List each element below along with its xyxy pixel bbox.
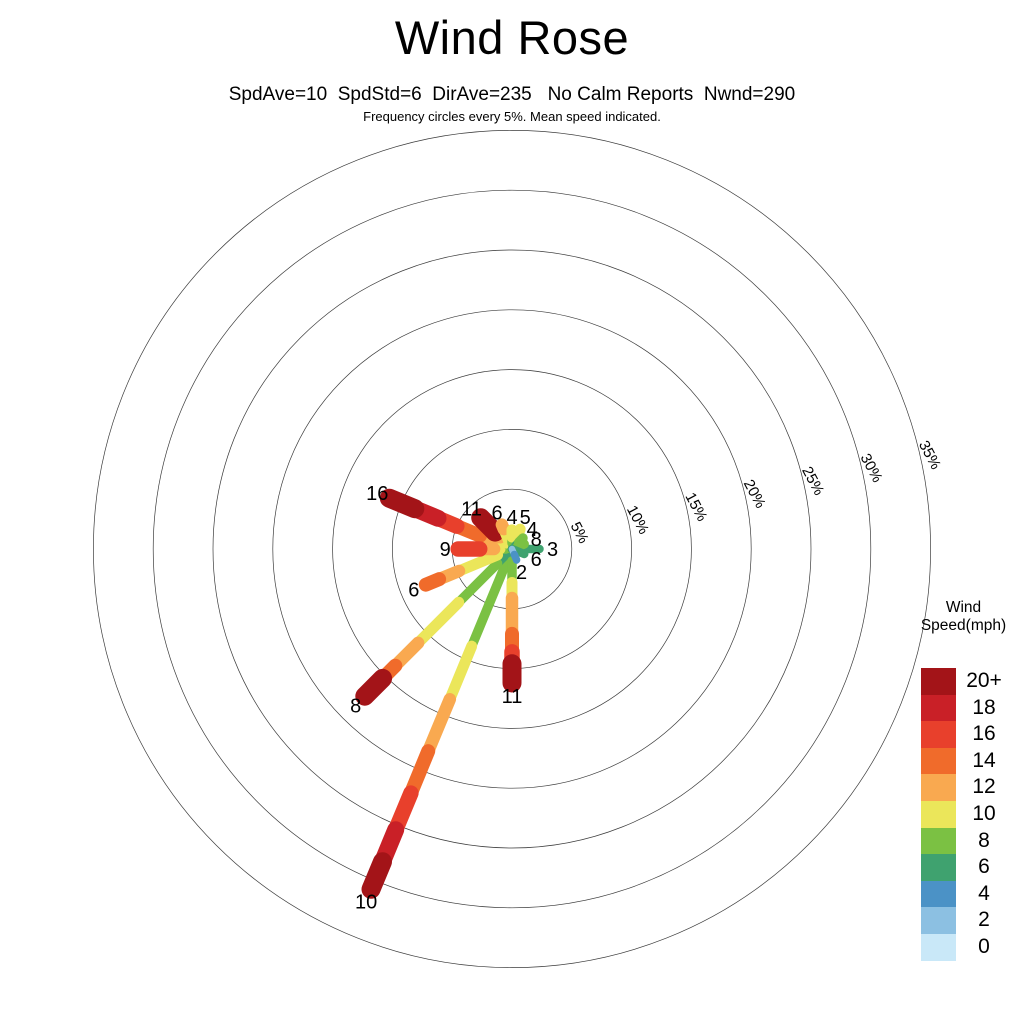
legend-entry: 18 bbox=[903, 694, 1024, 722]
frequency-ring bbox=[93, 130, 931, 968]
legend-speed-label: 2 bbox=[978, 908, 990, 932]
legend-speed-label: 6 bbox=[978, 855, 990, 879]
frequency-ring bbox=[272, 309, 752, 789]
petal-segment-4 bbox=[510, 550, 521, 564]
petal-segment-20+ bbox=[361, 852, 392, 899]
petal-segment-8 bbox=[512, 539, 529, 552]
chart-note: Frequency circles every 5%. Mean speed i… bbox=[363, 109, 661, 124]
legend-speed-label: 20+ bbox=[966, 669, 1002, 692]
petal-mean-speed-label: 16 bbox=[366, 483, 388, 505]
legend-swatch bbox=[921, 774, 956, 801]
petal-segment-20+ bbox=[379, 488, 425, 519]
legend-swatch bbox=[921, 668, 956, 695]
petal-segment-10 bbox=[453, 549, 504, 577]
petal-mean-speed-label: 8 bbox=[350, 695, 361, 717]
petal-segment-8 bbox=[466, 555, 513, 651]
ring-percentage-label: 20% bbox=[740, 477, 769, 511]
ring-percentage-label: 35% bbox=[915, 438, 944, 472]
legend-entry: 6 bbox=[903, 854, 1024, 881]
legend-entry: 20+ bbox=[903, 668, 1024, 695]
legend-entry: 2 bbox=[903, 907, 1024, 934]
legend-entry: 14 bbox=[903, 747, 1024, 775]
legend-title: Wind Speed(mph) bbox=[920, 599, 1007, 634]
legend-entry: 12 bbox=[903, 774, 1024, 801]
petal-segment-12 bbox=[421, 693, 457, 758]
legend-swatch bbox=[921, 827, 956, 855]
legend-speed-label: 18 bbox=[972, 695, 996, 719]
petal-mean-speed-label: 3 bbox=[547, 539, 558, 561]
ring-percentage-label: 5% bbox=[567, 519, 592, 546]
petal-mean-speed-label: 8 bbox=[531, 529, 542, 551]
legend-speed-label: 12 bbox=[972, 775, 996, 799]
petal-SW bbox=[355, 545, 516, 706]
petal-SSE bbox=[508, 545, 521, 564]
legend-speed-label: 10 bbox=[972, 801, 996, 825]
legend-speed-label: 4 bbox=[978, 881, 990, 905]
legend-swatch bbox=[921, 907, 956, 934]
legend-swatch bbox=[921, 854, 956, 881]
petal-mean-speed-label: 5 bbox=[520, 507, 531, 529]
legend-speed-label: 8 bbox=[978, 828, 990, 852]
petal-segment-8 bbox=[453, 558, 503, 608]
petal-segment-10 bbox=[412, 596, 465, 649]
petal-mean-speed-label: 4 bbox=[506, 507, 517, 529]
ring-percentage-label: 30% bbox=[857, 451, 886, 485]
legend-swatch bbox=[921, 933, 956, 961]
legend-entry: 8 bbox=[903, 827, 1024, 855]
petal-segment-10 bbox=[444, 640, 478, 705]
petal-segment-20+ bbox=[355, 668, 393, 706]
legend-entries: 20+ 18 16 14 12 10 8 6 4 2 0 bbox=[903, 668, 1024, 961]
legend-speed-label: 14 bbox=[972, 748, 996, 772]
ring-percentage-label: 15% bbox=[681, 490, 710, 524]
frequency-ring bbox=[152, 189, 872, 909]
legend-swatch bbox=[921, 747, 956, 775]
petal-SSW bbox=[361, 544, 517, 899]
chart-title: Wind Rose bbox=[394, 11, 630, 64]
legend-speed-label: 16 bbox=[972, 722, 996, 746]
petal-mean-speed-label: 4 bbox=[527, 519, 538, 541]
frequency-ring bbox=[332, 369, 692, 729]
legend-entry: 4 bbox=[903, 880, 1024, 908]
wind-speed-legend: Wind Speed(mph) 20+ 18 16 14 12 10 8 6 4 2 0 bbox=[903, 599, 1024, 961]
petal-mean-speed-label: 6 bbox=[531, 549, 542, 571]
legend-entry: 0 bbox=[903, 933, 1024, 961]
petal-segment-20+ bbox=[471, 508, 505, 542]
petal-mean-speed-label: 11 bbox=[461, 499, 482, 521]
petal-mean-speed-label: 6 bbox=[408, 580, 419, 602]
ring-percentage-label: 25% bbox=[798, 464, 827, 498]
frequency-ring bbox=[212, 249, 812, 849]
legend-swatch bbox=[921, 800, 956, 828]
petal-mean-speed-label: 10 bbox=[355, 891, 377, 913]
ring-percentage-label: 10% bbox=[623, 503, 652, 537]
petal-segment-14 bbox=[418, 572, 447, 592]
legend-entry: 10 bbox=[903, 800, 1024, 828]
petal-WNW bbox=[379, 488, 517, 554]
petal-mean-speed-label: 9 bbox=[440, 539, 451, 561]
petal-mean-speed-label: 6 bbox=[491, 503, 502, 525]
petal-mean-speed-label: 2 bbox=[516, 562, 527, 584]
petal-segment-12 bbox=[495, 518, 511, 536]
legend-entry: 16 bbox=[903, 721, 1024, 748]
legend-swatch bbox=[921, 694, 956, 722]
legend-speed-label: 0 bbox=[978, 934, 990, 958]
legend-swatch bbox=[921, 721, 956, 748]
chart-stats-subtitle: SpdAve=10 SpdStd=6 DirAve=235 No Calm Re… bbox=[228, 84, 796, 105]
legend-swatch bbox=[921, 880, 956, 908]
petal-mean-speed-label: 11 bbox=[502, 686, 523, 708]
